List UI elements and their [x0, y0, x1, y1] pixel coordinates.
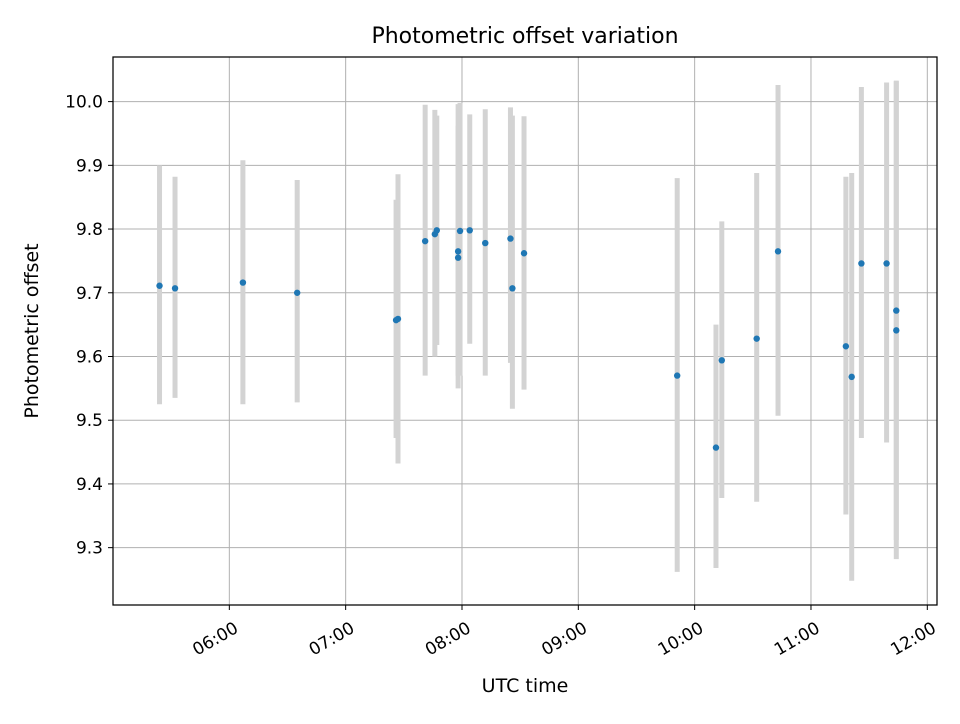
data-point: [171, 285, 179, 292]
y-tick-label: 9.9: [76, 156, 103, 176]
data-point: [293, 289, 301, 296]
data-point: [239, 279, 247, 286]
x-axis-label: UTC time: [482, 675, 569, 697]
error-bars: [157, 80, 899, 581]
y-tick-label: 10.0: [65, 93, 103, 113]
x-tick-label: 09:00: [538, 618, 590, 660]
data-point: [156, 282, 163, 289]
y-tick-label: 9.8: [76, 220, 103, 240]
x-axis-ticks: 06:00 07:00 08:00 09:00 10:00 11:00 12:00: [189, 605, 940, 660]
data-point: [842, 343, 850, 350]
data-point: [858, 260, 865, 267]
y-tick-label: 9.5: [76, 411, 103, 431]
data-point: [893, 327, 900, 334]
data-points: [156, 227, 900, 451]
x-tick-label: 11:00: [771, 618, 823, 660]
data-point: [883, 260, 890, 267]
data-point: [421, 237, 429, 245]
x-tick-label: 07:00: [306, 618, 358, 660]
y-tick-label: 9.4: [76, 475, 103, 495]
data-point: [718, 357, 725, 364]
y-tick-label: 9.3: [76, 539, 103, 559]
data-point: [466, 227, 473, 234]
y-axis-label: Photometric offset: [21, 243, 43, 418]
x-tick-label: 12:00: [887, 618, 939, 660]
data-point: [712, 444, 720, 451]
data-point: [848, 373, 855, 381]
data-point: [893, 307, 900, 314]
data-point: [509, 285, 516, 292]
data-point: [433, 227, 440, 234]
y-axis-ticks: 9.3 9.4 9.5 9.6 9.7 9.8 9.9 10.0: [65, 93, 113, 559]
y-tick-label: 9.6: [76, 347, 103, 367]
data-point: [774, 248, 782, 255]
data-point: [520, 250, 528, 257]
data-point: [456, 227, 464, 235]
x-tick-label: 08:00: [422, 618, 474, 660]
data-point: [454, 248, 462, 255]
data-point: [673, 372, 681, 379]
x-tick-label: 10:00: [655, 618, 707, 660]
data-point: [753, 335, 760, 342]
chart-title: Photometric offset variation: [371, 24, 678, 49]
data-point: [394, 315, 402, 323]
data-point: [454, 254, 462, 261]
data-point: [507, 235, 514, 242]
y-tick-label: 9.7: [76, 284, 103, 304]
plot-frame: [112, 56, 938, 606]
data-point: [482, 239, 489, 247]
x-tick-label: 06:00: [189, 618, 241, 660]
